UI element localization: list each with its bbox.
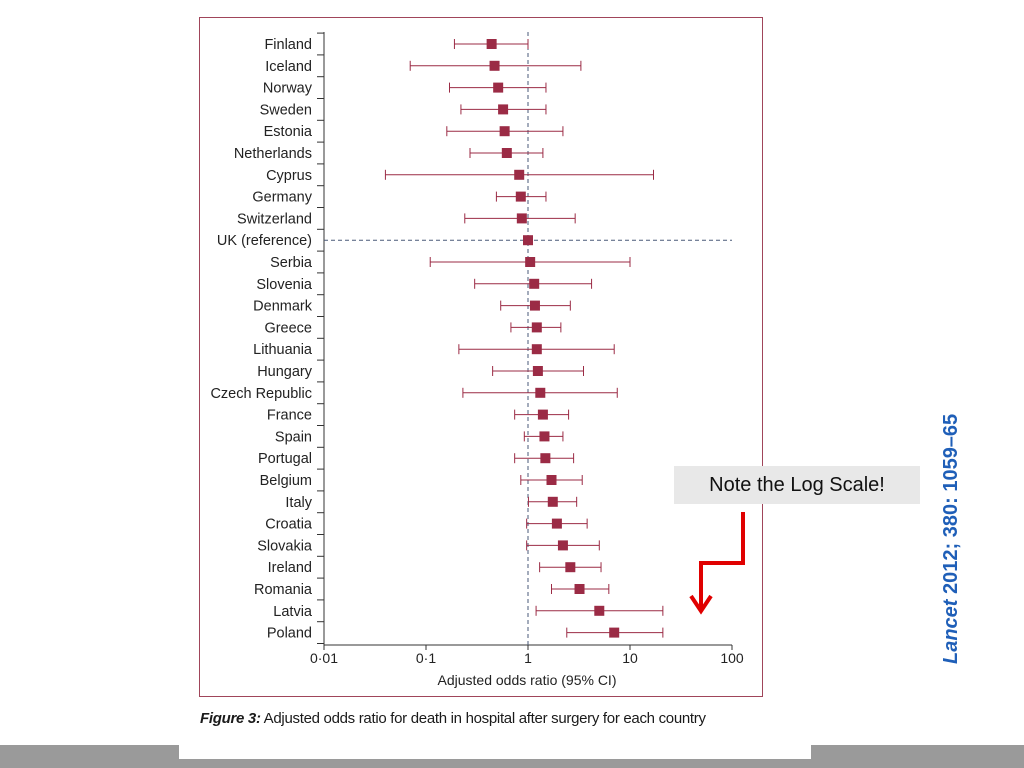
odds-ratio-marker bbox=[515, 191, 526, 202]
x-tick-label: 10 bbox=[622, 650, 638, 666]
odds-ratio-marker bbox=[532, 366, 543, 376]
note-text: Note the Log Scale! bbox=[709, 473, 885, 496]
odds-ratio-marker bbox=[489, 60, 500, 71]
country-label: Serbia bbox=[270, 255, 313, 271]
odds-ratio-marker bbox=[539, 431, 550, 442]
odds-ratio-marker bbox=[537, 409, 548, 420]
odds-ratio-marker bbox=[525, 257, 536, 267]
x-tick-label: 1 bbox=[524, 650, 532, 666]
country-label: Portugal bbox=[258, 451, 312, 467]
country-label: France bbox=[267, 408, 312, 424]
odds-ratio-marker bbox=[514, 169, 525, 180]
country-label: Croatia bbox=[265, 517, 313, 533]
x-tick-label: 0·1 bbox=[416, 650, 436, 666]
country-label: Finland bbox=[264, 37, 312, 53]
country-label: Cyprus bbox=[266, 168, 312, 184]
country-label: Slovenia bbox=[256, 277, 313, 293]
odds-ratio-marker bbox=[516, 213, 527, 224]
country-label: Poland bbox=[267, 626, 312, 642]
odds-ratio-marker bbox=[486, 39, 497, 49]
red-arrow-icon bbox=[689, 512, 745, 615]
odds-ratio-marker bbox=[609, 627, 620, 638]
country-label: Romania bbox=[254, 582, 313, 598]
country-label: Germany bbox=[252, 190, 312, 206]
country-label: Belgium bbox=[260, 473, 312, 489]
odds-ratio-marker bbox=[565, 562, 576, 573]
odds-ratio-marker bbox=[531, 322, 542, 333]
x-tick-label: 0·01 bbox=[310, 650, 338, 666]
citation-details: 2012; 380: 1059–65 bbox=[940, 413, 962, 600]
odds-ratio-marker bbox=[501, 148, 512, 158]
country-label: Italy bbox=[285, 495, 312, 511]
x-tick-label: 100 bbox=[720, 650, 744, 666]
plot-rows: Finland Iceland Norway Sweden Estonia Netherl… bbox=[210, 32, 732, 644]
country-label: Ireland bbox=[268, 560, 312, 576]
odds-ratio-marker bbox=[498, 104, 509, 115]
country-label: Latvia bbox=[273, 604, 313, 620]
odds-ratio-marker bbox=[523, 235, 533, 246]
odds-ratio-marker bbox=[574, 584, 585, 594]
citation: Lancet 2012; 380: 1059–65 bbox=[940, 414, 963, 664]
country-label: Switzerland bbox=[237, 211, 312, 227]
country-label: Spain bbox=[275, 429, 312, 445]
footer-strip bbox=[179, 745, 811, 759]
odds-ratio-marker bbox=[493, 82, 504, 93]
odds-ratio-marker bbox=[535, 387, 546, 398]
caption-text: Adjusted odds ratio for death in hospita… bbox=[260, 710, 706, 727]
odds-ratio-marker bbox=[499, 126, 510, 137]
country-label: Slovakia bbox=[257, 538, 313, 554]
citation-journal: Lancet bbox=[940, 599, 962, 664]
odds-ratio-marker bbox=[540, 453, 551, 464]
odds-ratio-marker bbox=[529, 300, 540, 311]
country-label: Netherlands bbox=[234, 146, 312, 162]
odds-ratio-marker bbox=[594, 605, 605, 616]
country-label: Sweden bbox=[260, 102, 312, 118]
axes: 0·01 0·1 1 10 100 bbox=[310, 32, 744, 666]
figure-frame bbox=[199, 17, 763, 697]
country-label: Estonia bbox=[264, 124, 313, 140]
country-label: UK (reference) bbox=[217, 233, 312, 249]
odds-ratio-marker bbox=[557, 540, 568, 551]
note-callout: Note the Log Scale! bbox=[674, 466, 920, 504]
odds-ratio-marker bbox=[551, 518, 562, 529]
x-axis-label: Adjusted odds ratio (95% CI) bbox=[438, 672, 617, 688]
country-label: Lithuania bbox=[253, 342, 313, 358]
odds-ratio-marker bbox=[547, 496, 558, 507]
figure-caption: Figure 3: Adjusted odds ratio for death … bbox=[200, 710, 800, 727]
odds-ratio-marker bbox=[529, 278, 540, 289]
caption-label: Figure 3: bbox=[200, 710, 261, 727]
country-label: Czech Republic bbox=[210, 386, 312, 402]
country-label: Norway bbox=[263, 81, 313, 97]
country-label: Iceland bbox=[265, 59, 312, 75]
country-label: Greece bbox=[264, 320, 312, 336]
odds-ratio-marker bbox=[531, 344, 542, 355]
odds-ratio-marker bbox=[546, 475, 557, 485]
country-label: Hungary bbox=[257, 364, 313, 380]
country-label: Denmark bbox=[253, 299, 313, 315]
